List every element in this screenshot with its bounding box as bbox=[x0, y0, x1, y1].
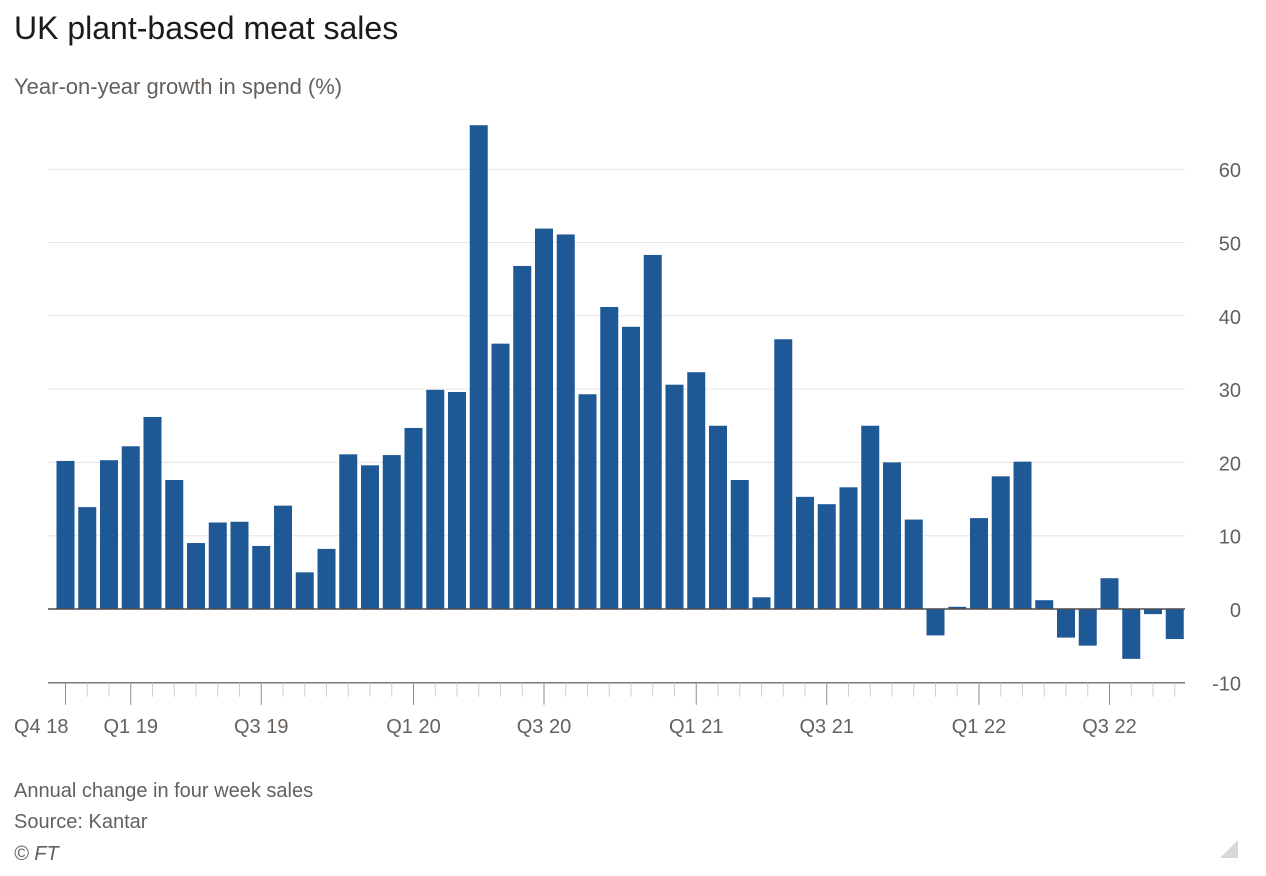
chart-copyright: © FT bbox=[14, 843, 59, 865]
bar bbox=[1144, 609, 1162, 615]
bar bbox=[643, 254, 662, 609]
y-tick-label: 30 bbox=[1219, 380, 1241, 402]
bar bbox=[1013, 461, 1032, 609]
bar bbox=[252, 545, 271, 609]
bar bbox=[513, 265, 532, 609]
bar bbox=[1078, 609, 1097, 646]
y-tick-label: 50 bbox=[1219, 234, 1241, 256]
bar bbox=[709, 425, 727, 609]
bar bbox=[687, 372, 706, 609]
bar bbox=[208, 522, 227, 609]
bar bbox=[230, 521, 249, 609]
y-tick-label: 20 bbox=[1219, 453, 1241, 475]
bar bbox=[948, 606, 967, 609]
chart-subtitle: Year-on-year growth in spend (%) bbox=[14, 74, 343, 99]
bar bbox=[535, 228, 553, 609]
x-tick-label: Q3 21 bbox=[800, 716, 854, 738]
bar bbox=[839, 487, 858, 609]
bar bbox=[469, 125, 488, 609]
y-tick-label: -10 bbox=[1212, 673, 1241, 695]
chart-title: UK plant-based meat sales bbox=[14, 10, 399, 46]
y-tick-label: 40 bbox=[1219, 307, 1241, 329]
bar bbox=[339, 454, 358, 609]
bar bbox=[491, 343, 510, 609]
y-tick-label: 60 bbox=[1219, 160, 1241, 182]
bar bbox=[78, 507, 97, 609]
x-tick-label: Q1 22 bbox=[952, 716, 1006, 738]
bar bbox=[274, 505, 292, 609]
chart-source: Source: Kantar bbox=[14, 811, 148, 833]
bar bbox=[1165, 609, 1184, 640]
x-tick-label: Q1 19 bbox=[104, 716, 158, 738]
bar bbox=[361, 465, 379, 609]
x-tick-label: Q3 20 bbox=[517, 716, 571, 738]
bar bbox=[1100, 578, 1119, 609]
x-tick-label: Q1 20 bbox=[386, 716, 440, 738]
bar bbox=[317, 548, 336, 609]
bar bbox=[991, 476, 1010, 609]
bar bbox=[796, 496, 814, 609]
bar bbox=[817, 504, 836, 609]
bar bbox=[861, 425, 880, 609]
chart-note: Annual change in four week sales bbox=[14, 780, 314, 802]
bar bbox=[665, 384, 684, 609]
resize-grip-icon[interactable] bbox=[1220, 840, 1238, 858]
x-tick-label: Q3 22 bbox=[1082, 716, 1136, 738]
bar bbox=[556, 234, 575, 609]
bar bbox=[926, 609, 945, 636]
bar bbox=[600, 307, 619, 609]
bar bbox=[578, 394, 597, 609]
bar bbox=[404, 427, 423, 609]
bar bbox=[1057, 609, 1075, 638]
bar bbox=[56, 460, 75, 609]
bar bbox=[100, 460, 118, 609]
y-tick-label: 0 bbox=[1230, 600, 1241, 622]
bar bbox=[426, 389, 445, 609]
bar bbox=[970, 518, 988, 609]
x-tick-label: Q1 21 bbox=[669, 716, 723, 738]
bar bbox=[622, 326, 640, 609]
bar bbox=[1122, 609, 1141, 659]
bar bbox=[774, 339, 793, 609]
bar bbox=[295, 572, 314, 609]
bar bbox=[121, 446, 140, 609]
bar bbox=[883, 462, 901, 609]
bar bbox=[904, 519, 923, 609]
x-tick-label: Q4 18 bbox=[14, 716, 68, 738]
bar bbox=[187, 543, 205, 609]
x-tick-label: Q3 19 bbox=[234, 716, 288, 738]
bar bbox=[382, 455, 401, 609]
bar bbox=[752, 597, 771, 609]
bar bbox=[165, 479, 184, 609]
bar bbox=[143, 416, 162, 609]
bar bbox=[1035, 600, 1054, 609]
bar bbox=[448, 392, 466, 609]
y-tick-label: 10 bbox=[1219, 527, 1241, 549]
bar bbox=[730, 479, 749, 609]
